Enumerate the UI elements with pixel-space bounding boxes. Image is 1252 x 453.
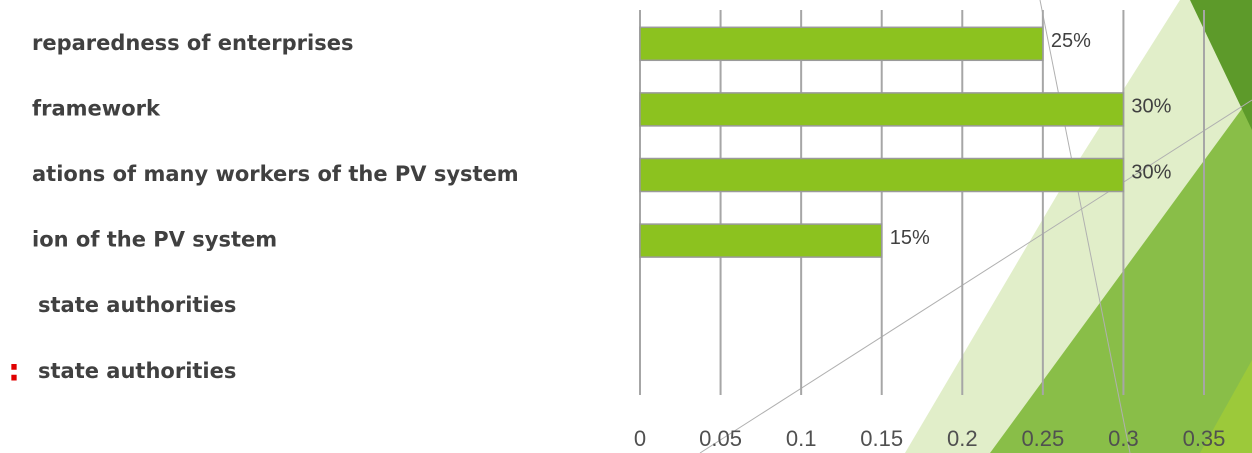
x-tick-label: 0.2 [947,426,978,451]
x-tick-label: 0.05 [699,426,742,451]
category-label: reparedness of enterprises [32,31,353,55]
category-label: ations of many workers of the PV system [32,162,519,186]
value-label: 15% [890,227,930,249]
bar [639,157,1125,193]
x-tick-label: 0.15 [860,426,903,451]
x-tick-label: 0.25 [1021,426,1064,451]
x-tick-label: 0.1 [786,426,817,451]
category-label: state authorities [38,359,236,383]
x-tick-label: 0 [634,426,646,451]
value-label: 30% [1131,161,1171,183]
bar [639,26,1044,62]
bar [639,223,883,258]
value-label: 25% [1051,30,1091,52]
x-tick-label: 0.3 [1108,426,1139,451]
category-label: ion of the PV system [32,228,277,252]
background-decoration [699,0,1252,453]
x-tick-label: 0.35 [1183,426,1226,451]
category-label: state authorities [38,293,236,317]
bar [639,92,1125,127]
marker: : [8,354,20,389]
category-label: framework [32,96,161,120]
value-label: 30% [1131,96,1171,118]
